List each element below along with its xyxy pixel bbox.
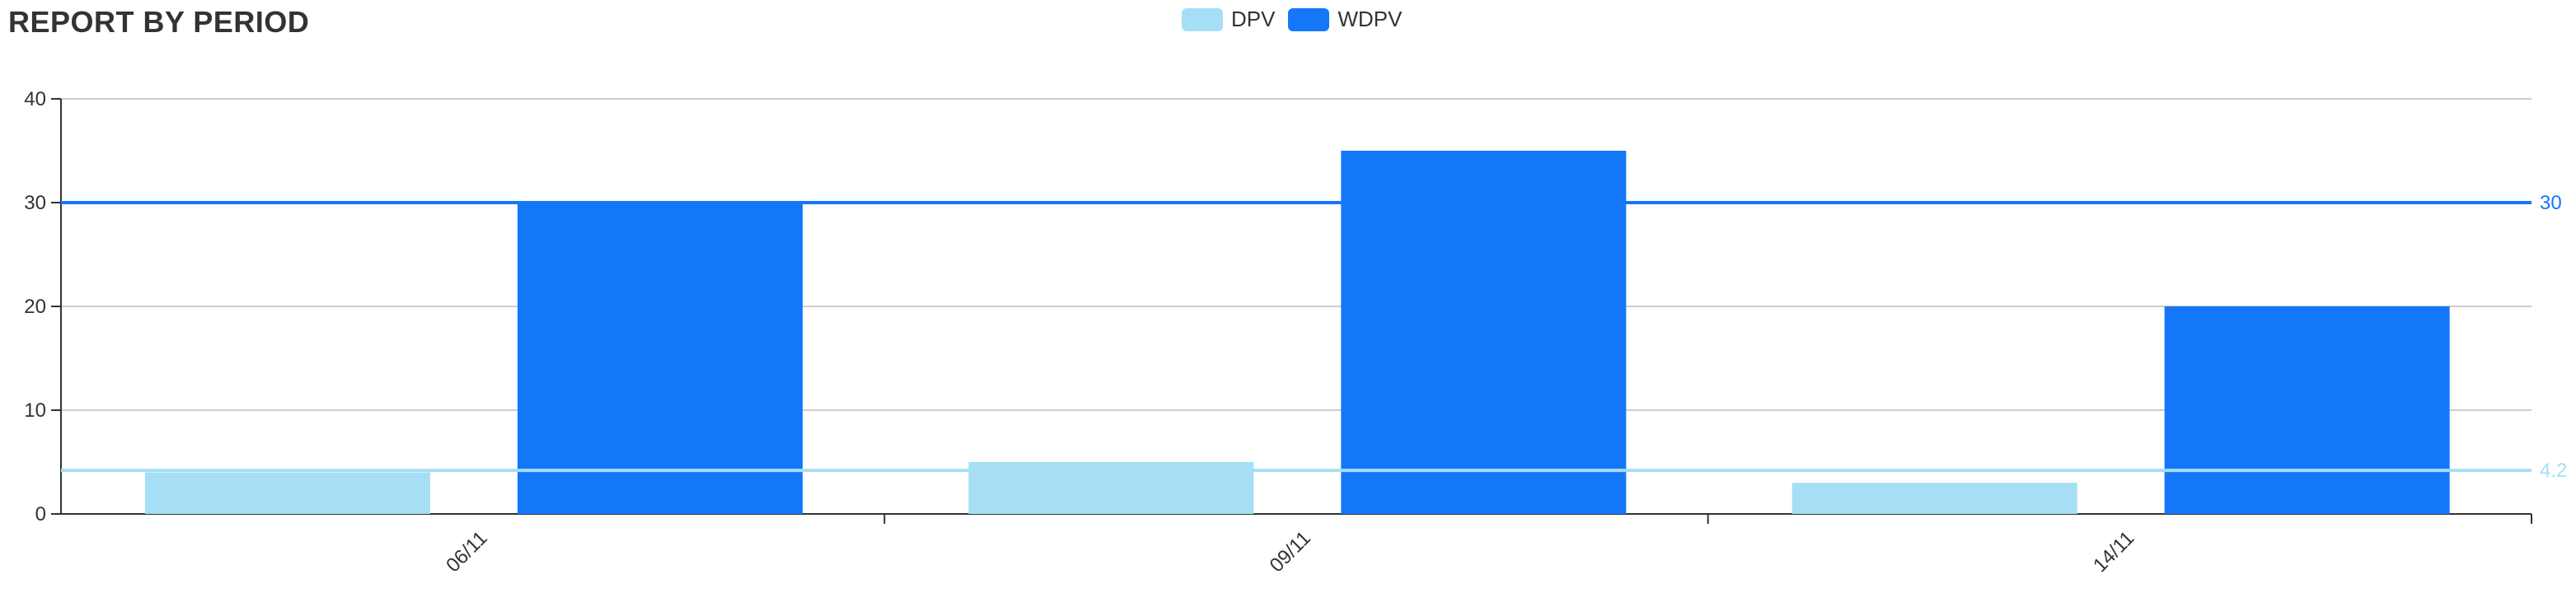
y-tick-label-10: 10 — [24, 399, 46, 422]
y-tick-label-20: 20 — [24, 296, 46, 318]
y-tick-label-40: 40 — [24, 88, 46, 110]
reference-label-wdpv: 30 — [2540, 192, 2562, 214]
x-tick-label-14-11: 14/11 — [2089, 527, 2138, 577]
bar-dpv-06-11 — [145, 473, 430, 514]
bar-dpv-14-11 — [1792, 483, 2077, 514]
x-tick-label-09-11: 09/11 — [1266, 527, 1315, 577]
bar-wdpv-06-11 — [518, 203, 803, 514]
y-tick-label-0: 0 — [35, 503, 46, 525]
bar-wdpv-09-11 — [1341, 151, 1626, 514]
x-tick-label-06-11: 06/11 — [442, 527, 491, 577]
bar-wdpv-14-11 — [2165, 306, 2450, 514]
y-tick-label-30: 30 — [24, 192, 46, 214]
reference-label-dpv: 4.2 — [2540, 460, 2567, 482]
